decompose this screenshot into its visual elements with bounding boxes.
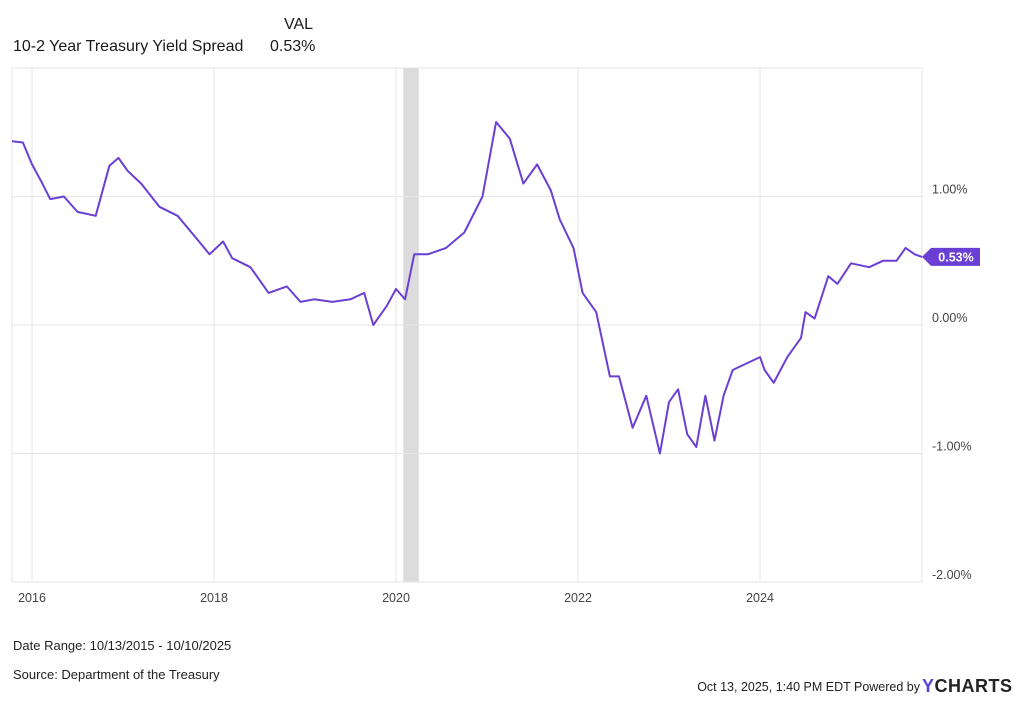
ycharts-logo-y: Y (922, 676, 935, 696)
y-tick-label: 1.00% (932, 183, 967, 197)
x-tick-label: 2022 (564, 591, 592, 605)
y-tick-label: 0.00% (932, 311, 967, 325)
source-label: Source: Department of the Treasury (13, 667, 220, 682)
legend-series-name[interactable]: 10-2 Year Treasury Yield Spread (13, 38, 244, 55)
date-range-label: Date Range: 10/13/2015 - 10/10/2025 (13, 638, 232, 653)
series-line (11, 121, 923, 455)
ycharts-logo[interactable]: YCHARTS (922, 676, 1013, 697)
y-tick-label: -2.00% (932, 568, 972, 582)
x-tick-label: 2020 (382, 591, 410, 605)
x-tick-label: 2016 (18, 591, 46, 605)
y-tick-label: -1.00% (932, 440, 972, 454)
legend-series-value: 0.53% (270, 38, 316, 55)
ycharts-logo-text: CHARTS (934, 676, 1013, 696)
last-value-label: 0.53% (938, 250, 973, 264)
legend-column-header: VAL (284, 16, 314, 33)
x-tick-label: 2024 (746, 591, 774, 605)
last-value-badge (922, 247, 980, 266)
timestamp-label: Oct 13, 2025, 1:40 PM EDT Powered by (697, 680, 920, 694)
x-tick-label: 2018 (200, 591, 228, 605)
legend-header: VAL 10-2 Year Treasury Yield Spread 0.53… (0, 14, 340, 64)
